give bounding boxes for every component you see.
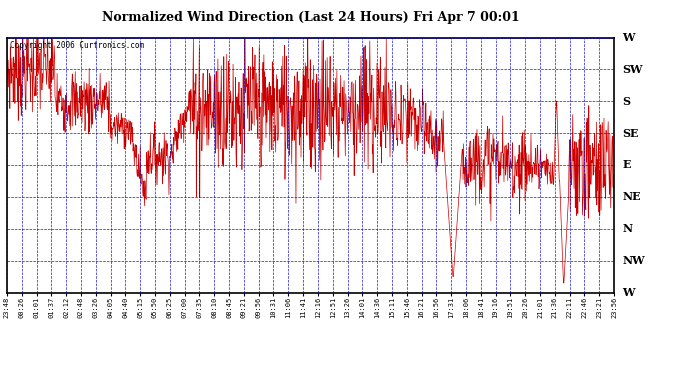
Text: S: S bbox=[622, 96, 631, 107]
Text: Normalized Wind Direction (Last 24 Hours) Fri Apr 7 00:01: Normalized Wind Direction (Last 24 Hours… bbox=[101, 11, 520, 24]
Text: SE: SE bbox=[622, 128, 639, 139]
Text: E: E bbox=[622, 159, 631, 171]
Text: SW: SW bbox=[622, 64, 643, 75]
Text: W: W bbox=[622, 32, 635, 43]
Text: Copyright 2006 Curtronics.com: Copyright 2006 Curtronics.com bbox=[10, 41, 144, 50]
Text: NW: NW bbox=[622, 255, 645, 266]
Text: W: W bbox=[622, 287, 635, 298]
Text: N: N bbox=[622, 223, 633, 234]
Text: NE: NE bbox=[622, 191, 641, 202]
